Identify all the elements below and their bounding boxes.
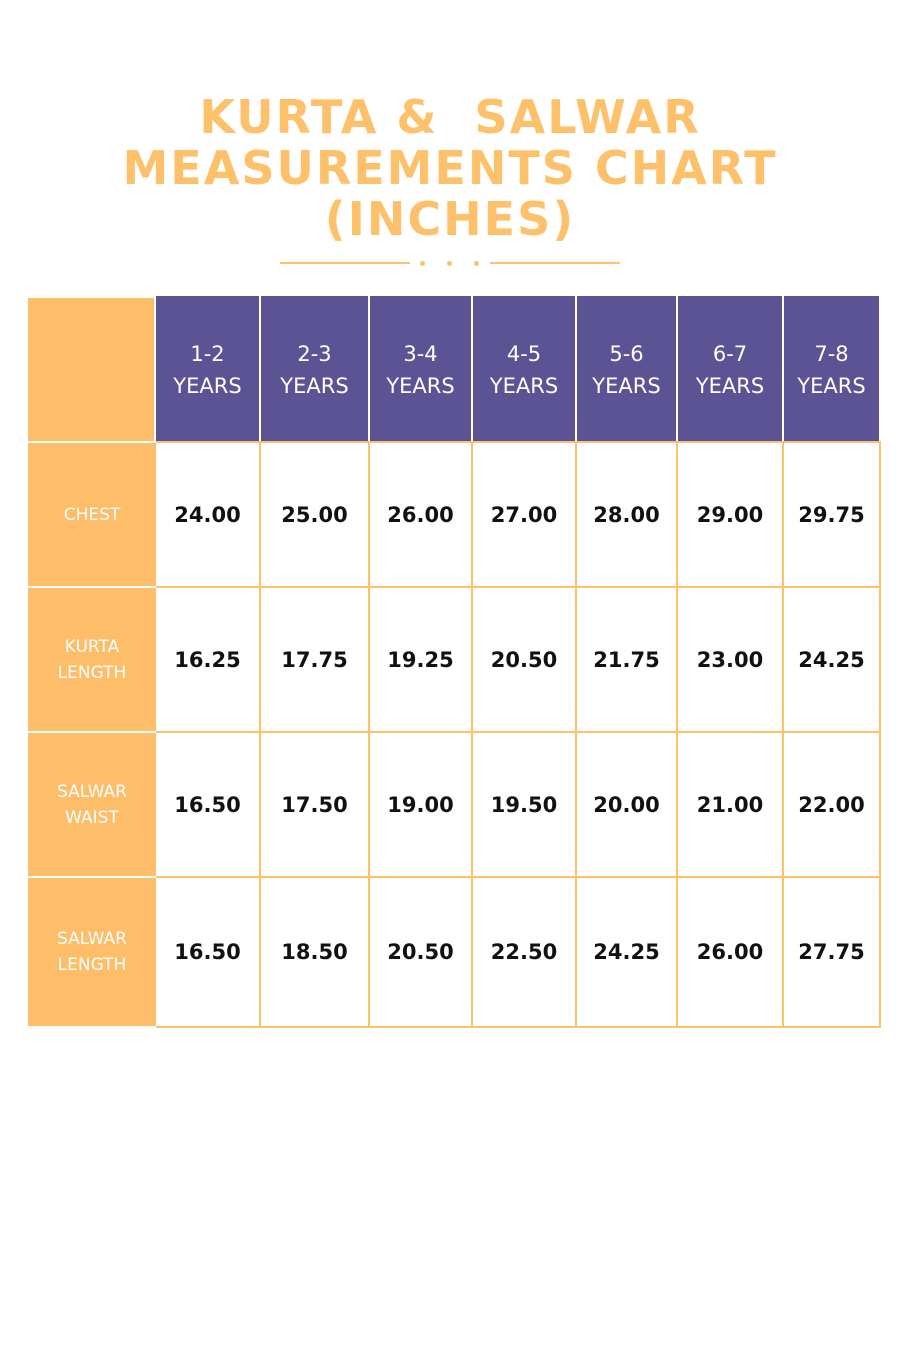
table-cell: 24.00 (154, 441, 261, 588)
divider-dot (447, 261, 452, 266)
table-cell: 16.50 (154, 876, 261, 1028)
column-header-unit: YEARS (386, 373, 455, 398)
divider-dot (420, 261, 425, 266)
divider-line-left (280, 262, 410, 264)
title-line-1: KURTA & SALWAR (199, 90, 701, 144)
table-cell: 22.00 (782, 731, 881, 878)
column-header-unit: YEARS (173, 373, 242, 398)
table-cell: 21.00 (676, 731, 784, 878)
column-header: 1-2 YEARS (154, 296, 261, 443)
table-cell: 18.50 (259, 876, 370, 1028)
table-cell: 24.25 (782, 586, 881, 733)
table-cell: 27.75 (782, 876, 881, 1028)
table-cell: 16.25 (154, 586, 261, 733)
row-header-line: WAIST (65, 807, 119, 828)
measurements-table: 1-2 YEARS 2-3 YEARS 3-4 YEARS 4-5 YEARS … (28, 296, 881, 1028)
column-header-unit: YEARS (489, 373, 559, 398)
title-line-2: MEASUREMENTS CHART (122, 141, 778, 195)
table-cell: 25.00 (259, 441, 370, 588)
row-header-line: LENGTH (57, 955, 127, 975)
table-row: SALWAR WAIST 16.50 17.50 19.00 19.50 20.… (28, 731, 881, 878)
column-header: 3-4 YEARS (368, 296, 473, 443)
row-header-line: KURTA (64, 636, 120, 657)
table-row: SALWAR LENGTH 16.50 18.50 20.50 22.50 24… (28, 876, 881, 1028)
row-header: CHEST (28, 441, 156, 588)
column-header-unit: YEARS (797, 373, 866, 398)
row-header-line: SALWAR (57, 929, 127, 949)
table-cell: 20.00 (575, 731, 678, 878)
row-header: SALWAR WAIST (28, 731, 156, 878)
table-cell: 21.75 (575, 586, 678, 733)
table-cell: 17.75 (259, 586, 370, 733)
divider-dot (474, 261, 479, 266)
column-header-age: 4-5 (506, 341, 542, 366)
column-header: 5-6 YEARS (575, 296, 678, 443)
column-header: 7-8 YEARS (782, 296, 881, 443)
divider-line-right (490, 262, 620, 264)
table-cell: 27.00 (471, 441, 577, 588)
column-header-age: 3-4 (403, 341, 438, 366)
table-cell: 19.25 (368, 586, 473, 733)
row-header-line: CHEST (63, 504, 121, 525)
table-cell: 20.50 (471, 586, 577, 733)
table-cell: 20.50 (368, 876, 473, 1028)
row-header: SALWAR LENGTH (28, 876, 156, 1028)
column-header-unit: YEARS (695, 373, 765, 398)
table-header-row: 1-2 YEARS 2-3 YEARS 3-4 YEARS 4-5 YEARS … (28, 296, 881, 443)
column-header-age: 7-8 (814, 341, 849, 366)
column-header-age: 2-3 (297, 341, 332, 366)
column-header-age: 1-2 (190, 341, 225, 366)
column-header-unit: YEARS (280, 373, 349, 398)
table-cell: 24.25 (575, 876, 678, 1028)
row-header-line: SALWAR (57, 781, 127, 802)
table-row: KURTA LENGTH 16.25 17.75 19.25 20.50 21.… (28, 586, 881, 733)
table-cell: 19.00 (368, 731, 473, 878)
page-title: KURTA & SALWAR MEASUREMENTS CHART (INCHE… (0, 92, 900, 245)
table-cell: 19.50 (471, 731, 577, 878)
table-cell: 26.00 (368, 441, 473, 588)
title-line-3: (INCHES) (324, 192, 576, 246)
column-header-unit: YEARS (592, 373, 661, 398)
table-cell: 16.50 (154, 731, 261, 878)
column-header: 4-5 YEARS (471, 296, 577, 443)
row-header: KURTA LENGTH (28, 586, 156, 733)
table-cell: 17.50 (259, 731, 370, 878)
table-cell: 29.75 (782, 441, 881, 588)
column-header: 6-7 YEARS (676, 296, 784, 443)
table-cell: 22.50 (471, 876, 577, 1028)
table-cell: 28.00 (575, 441, 678, 588)
column-header: 2-3 YEARS (259, 296, 370, 443)
title-divider (280, 261, 620, 266)
table-cell: 26.00 (676, 876, 784, 1028)
column-header-age: 5-6 (609, 341, 644, 366)
table-cell: 23.00 (676, 586, 784, 733)
table-cell: 29.00 (676, 441, 784, 588)
table-row: CHEST 24.00 25.00 26.00 27.00 28.00 29.0… (28, 441, 881, 588)
column-header-age: 6-7 (712, 341, 748, 366)
row-header-line: LENGTH (57, 662, 127, 683)
table-corner-cell (28, 296, 156, 443)
